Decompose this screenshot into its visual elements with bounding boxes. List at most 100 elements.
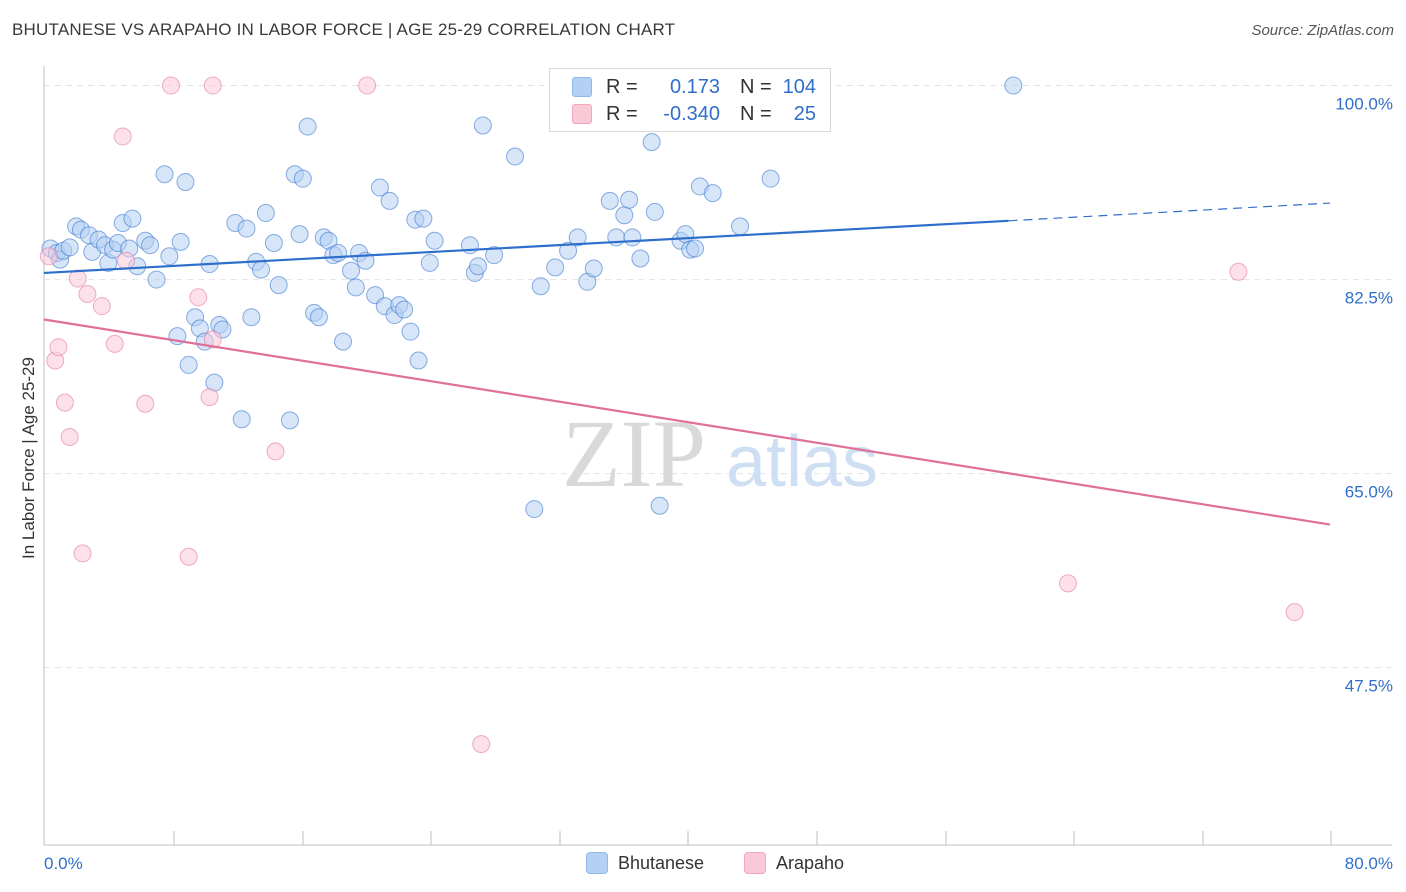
data-point-arapaho (179, 547, 198, 566)
data-point-bhutanese (342, 261, 361, 280)
data-point-bhutanese (473, 116, 492, 135)
data-point-bhutanese (329, 243, 348, 262)
axes (43, 66, 1392, 846)
watermark-atlas: atlas (726, 422, 878, 502)
data-point-bhutanese (703, 184, 722, 203)
watermark-zip: ZIP (562, 400, 706, 507)
data-point-arapaho (200, 388, 219, 407)
data-point-bhutanese (141, 236, 160, 255)
data-point-bhutanese (650, 496, 669, 515)
data-point-arapaho (60, 428, 79, 446)
source-label: Source: ZipAtlas.com (1251, 22, 1394, 39)
trend-line-bhutanese (43, 219, 1009, 275)
data-point-bhutanese (615, 206, 634, 225)
data-point-arapaho (49, 338, 68, 357)
data-point-bhutanese (600, 191, 619, 210)
data-point-arapaho (78, 284, 97, 303)
n-value-bhutanese: 104 (782, 75, 816, 98)
data-point-bhutanese (290, 225, 309, 244)
bottom-legend-label-arapaho: Arapaho (776, 852, 845, 873)
trend-lines (43, 202, 1331, 526)
data-point-bhutanese (642, 133, 661, 152)
data-point-bhutanese (469, 257, 488, 276)
r-label: R = (606, 102, 638, 125)
data-point-arapaho (73, 544, 92, 563)
data-point-bhutanese (264, 233, 283, 252)
data-point-arapaho (92, 297, 111, 316)
n-label: N = (740, 75, 772, 98)
y-tick-label: 47.5% (1345, 677, 1393, 696)
data-point-bhutanese (686, 239, 705, 258)
data-point-bhutanese (409, 351, 428, 370)
x-tick-label: 80.0% (1345, 854, 1393, 873)
tick-labels: 100.0% 82.5% 65.0% 47.5% 0.0% 80.0% (44, 95, 1393, 873)
x-tick-label: 0.0% (44, 854, 83, 873)
data-point-bhutanese (584, 259, 603, 278)
gridlines (44, 85, 1392, 669)
data-point-bhutanese (414, 209, 433, 228)
data-point-bhutanese (559, 241, 578, 260)
data-point-bhutanese (333, 332, 352, 351)
y-axis-label: In Labor Force | Age 25-29 (19, 357, 38, 559)
data-point-bhutanese (242, 308, 261, 327)
data-point-bhutanese (645, 202, 664, 221)
series-arapaho (39, 76, 1304, 754)
n-label: N = (740, 102, 772, 125)
data-point-arapaho (161, 76, 180, 95)
watermark: ZIP atlas (562, 400, 878, 507)
data-point-bhutanese (505, 147, 524, 166)
r-label: R = (606, 75, 638, 98)
data-point-arapaho (116, 251, 135, 270)
data-point-bhutanese (160, 247, 179, 266)
data-point-bhutanese (252, 260, 271, 279)
data-point-bhutanese (420, 253, 439, 272)
data-point-bhutanese (60, 238, 79, 257)
bottom-legend-swatch-arapaho (744, 852, 766, 874)
data-point-bhutanese (237, 219, 256, 238)
stats-legend: R = 0.173 N = 104 R = -0.340 N = 25 (549, 68, 831, 132)
data-point-bhutanese (380, 191, 399, 210)
data-point-arapaho (68, 269, 87, 288)
data-point-bhutanese (525, 500, 544, 519)
r-value-arapaho: -0.340 (663, 102, 720, 125)
bottom-legend-arapaho: Arapaho (744, 852, 844, 874)
data-point-bhutanese (147, 270, 166, 289)
y-tick-label: 65.0% (1345, 483, 1393, 502)
data-point-bhutanese (176, 173, 195, 191)
data-point-arapaho (1285, 603, 1304, 622)
data-point-arapaho (189, 288, 208, 307)
data-point-bhutanese (179, 355, 198, 374)
data-point-bhutanese (568, 228, 587, 247)
data-point-arapaho (113, 127, 132, 146)
data-point-bhutanese (298, 117, 317, 136)
data-point-bhutanese (232, 410, 251, 429)
data-point-arapaho (203, 76, 222, 95)
data-point-bhutanese (293, 169, 312, 188)
data-point-arapaho (55, 393, 74, 412)
data-point-bhutanese (531, 277, 550, 296)
data-point-bhutanese (1004, 76, 1023, 95)
bottom-legend-swatch-bhutanese (586, 852, 608, 874)
legend-swatch-bhutanese (572, 77, 592, 97)
data-point-arapaho (203, 330, 222, 349)
data-point-arapaho (105, 334, 124, 353)
data-point-bhutanese (485, 246, 504, 265)
bottom-legend-label-bhutanese: Bhutanese (618, 852, 705, 873)
chart-title: BHUTANESE VS ARAPAHO IN LABOR FORCE | AG… (12, 20, 676, 39)
data-point-bhutanese (676, 225, 695, 244)
data-point-arapaho (266, 442, 285, 461)
data-point-bhutanese (155, 165, 174, 184)
data-point-arapaho (472, 735, 491, 754)
data-point-bhutanese (309, 308, 328, 327)
trend-line-arapaho (43, 318, 1331, 526)
data-point-bhutanese (620, 190, 639, 209)
data-point-bhutanese (761, 169, 780, 188)
data-point-bhutanese (631, 249, 650, 268)
legend-row-arapaho: R = -0.340 N = 25 (572, 101, 816, 127)
data-point-arapaho (39, 247, 58, 266)
y-tick-label: 82.5% (1345, 289, 1393, 308)
data-point-bhutanese (546, 258, 565, 277)
data-point-bhutanese (623, 228, 642, 247)
data-point-bhutanese (171, 232, 190, 251)
data-point-arapaho (136, 394, 155, 413)
